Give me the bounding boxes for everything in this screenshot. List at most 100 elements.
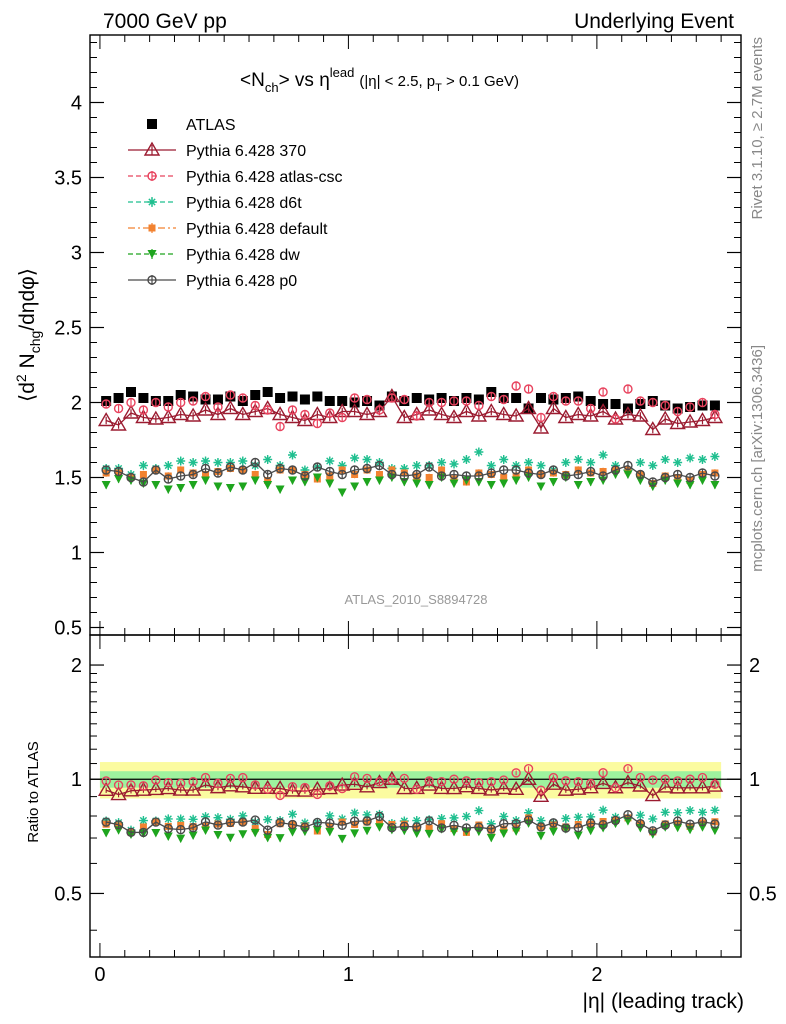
legend-item-p370: Pythia 6.428 370	[128, 141, 306, 160]
data-point	[234, 406, 252, 421]
data-point	[570, 406, 587, 421]
ratio-point	[461, 776, 472, 786]
x-tick-label: 0	[94, 964, 105, 986]
title-main-a: <N	[240, 70, 265, 91]
data-point	[424, 481, 434, 490]
data-point	[200, 463, 211, 474]
data-point	[710, 452, 720, 461]
data-point	[275, 421, 285, 432]
data-point	[151, 465, 161, 475]
ratio-point	[672, 776, 683, 786]
ratio-point	[449, 827, 459, 837]
ratio-y-tick-label: 2	[71, 655, 82, 677]
data-point	[213, 402, 223, 412]
data-point	[548, 478, 558, 487]
ratio-point	[262, 825, 273, 835]
ratio-point	[213, 813, 223, 823]
data-point	[238, 482, 248, 491]
legend: ATLAS Pythia 6.428 370 Pythia 6.428 atlas-…	[128, 117, 343, 290]
data-point	[97, 412, 115, 427]
ratio-line-p0	[106, 814, 716, 834]
legend-label: Pythia 6.428 370	[186, 143, 306, 160]
ratio-point	[486, 833, 496, 843]
data-point	[300, 409, 310, 420]
data-point	[461, 476, 471, 485]
ratio-point	[425, 824, 433, 832]
ratio-point	[511, 768, 521, 778]
data-point	[138, 461, 148, 470]
ratio-point	[610, 783, 621, 793]
data-point	[177, 466, 185, 474]
data-point	[151, 397, 161, 408]
data-point	[449, 479, 459, 488]
series-line-p370	[105, 395, 716, 431]
ratio-point	[681, 779, 699, 794]
ratio-point	[511, 818, 521, 829]
ratio-point	[433, 780, 450, 795]
ratio-point	[412, 816, 422, 826]
data-point	[362, 463, 372, 474]
ratio-point	[284, 782, 301, 797]
legend-label: ATLAS	[186, 117, 236, 134]
ratio-point	[570, 780, 587, 795]
ratio-point	[557, 781, 575, 796]
ratio-point	[573, 823, 583, 833]
ratio-point	[424, 816, 434, 826]
ratio-y-tick-label: 1	[71, 769, 82, 791]
data-point	[611, 470, 621, 479]
ratio-point	[536, 831, 546, 841]
data-point	[585, 466, 596, 477]
ratio-point	[113, 780, 124, 790]
data-point	[449, 469, 459, 480]
data-point	[287, 405, 298, 415]
data-point	[673, 458, 683, 467]
data-point	[474, 447, 484, 457]
data-point	[163, 402, 173, 412]
ratio-point	[163, 823, 173, 834]
ratio-point	[585, 778, 596, 789]
data-point	[586, 478, 596, 487]
data-point	[474, 400, 484, 411]
data-point	[163, 485, 173, 494]
data-point	[648, 482, 658, 491]
ratio-point	[275, 790, 285, 801]
ratio-point	[449, 813, 459, 823]
data-point	[685, 453, 695, 463]
title-cut-b: > 0.1 GeV)	[442, 73, 519, 90]
data-point	[175, 390, 186, 400]
data-point	[511, 381, 521, 391]
legend-marker	[147, 250, 157, 259]
data-point	[188, 469, 198, 480]
main-y-tick-label: 1.5	[54, 468, 82, 490]
data-point	[238, 456, 248, 466]
x-tick-label: 1	[343, 964, 354, 986]
title-main-b: > vs η	[279, 70, 330, 91]
legend-marker	[147, 197, 157, 207]
legend-item-atlascsc: Pythia 6.428 atlas-csc	[128, 169, 343, 186]
data-point	[433, 406, 450, 421]
data-point	[437, 458, 447, 467]
data-point	[287, 465, 298, 475]
ratio-point	[234, 778, 252, 793]
ratio-point	[138, 781, 149, 791]
ratio-point	[499, 811, 509, 821]
ratio-point	[545, 775, 562, 790]
data-point	[474, 471, 484, 481]
main-y-axis-label: ⟨d2 Nchg/dηdφ⟩	[13, 268, 43, 402]
data-point	[486, 481, 496, 490]
data-point	[511, 476, 521, 485]
ratio-point	[101, 817, 111, 827]
data-point	[545, 400, 562, 415]
data-point	[632, 407, 649, 422]
ratio-point	[184, 781, 202, 796]
data-point	[126, 397, 136, 408]
ratio-point	[97, 781, 115, 796]
data-point	[212, 394, 223, 405]
ratio-point	[623, 810, 633, 820]
data-point	[325, 479, 335, 488]
ratio-point	[101, 829, 111, 838]
data-point	[532, 419, 550, 434]
header-right: Underlying Event	[574, 10, 734, 33]
data-point	[709, 400, 720, 411]
ratio-point	[586, 826, 596, 836]
